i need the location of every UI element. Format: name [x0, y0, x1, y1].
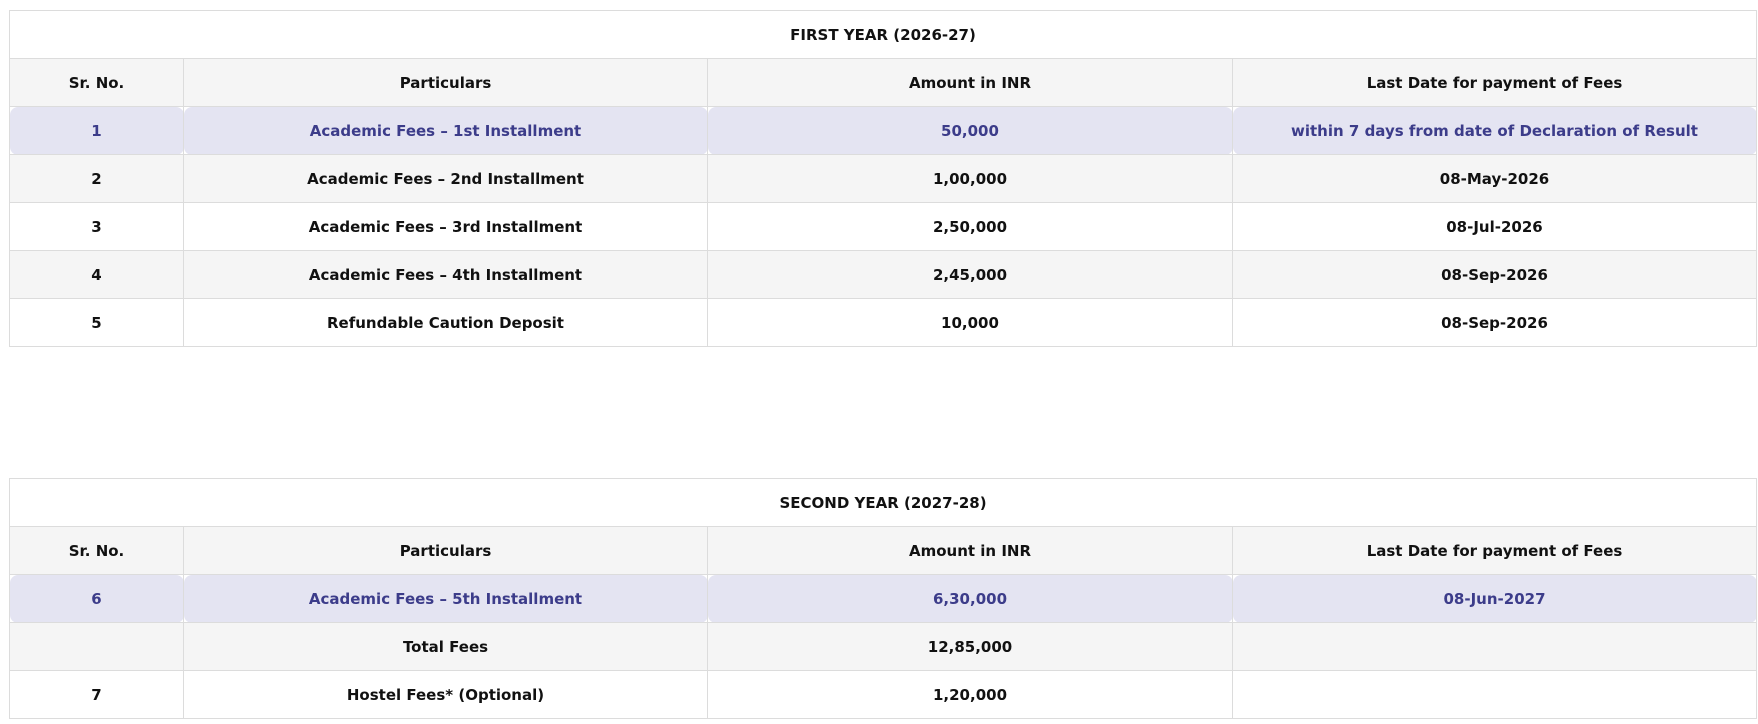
header-cell: Particulars: [183, 58, 708, 107]
cell: 10,000: [707, 298, 1233, 347]
cell: 08-Sep-2026: [1232, 250, 1757, 299]
cell: 1,00,000: [707, 154, 1233, 203]
cell: Academic Fees – 3rd Installment: [183, 202, 708, 251]
data-row: 1 Academic Fees – 1st Installment 50,000 wi…: [9, 106, 1757, 155]
title-row: FIRST YEAR (2026-27): [9, 10, 1757, 59]
fee-table: FIRST YEAR (2026-27) Sr. No. Particulars Am…: [9, 10, 1757, 347]
cell: 5: [9, 298, 184, 347]
fee-table: SECOND YEAR (2027-28) Sr. No. Particulars A…: [8, 478, 1758, 719]
cell: 08-May-2026: [1232, 154, 1757, 203]
header-row: Sr. No. Particulars Amount in INR Last Date…: [9, 58, 1757, 107]
cell: [1231, 670, 1758, 719]
title-row: SECOND YEAR (2027-28): [8, 478, 1758, 527]
cell: 2,45,000: [707, 250, 1233, 299]
data-row: 4 Academic Fees – 4th Installment 2,45,000…: [9, 250, 1757, 299]
header-cell: Amount in INR: [707, 58, 1233, 107]
cell: 08-Jun-2027: [1231, 574, 1758, 623]
table-title: FIRST YEAR (2026-27): [9, 10, 1757, 59]
cell: 1,20,000: [707, 670, 1233, 719]
cell: 6,30,000: [707, 574, 1233, 623]
data-row: 5 Refundable Caution Deposit 10,000 08-Sep-…: [9, 298, 1757, 347]
data-row: 3 Academic Fees – 3rd Installment 2,50,000…: [9, 202, 1757, 251]
data-row: 6 Academic Fees – 5th Installment 6,30,000…: [9, 574, 1758, 623]
cell: 1: [9, 106, 184, 155]
cell: Academic Fees – 5th Installment: [183, 574, 708, 623]
cell: Total Fees: [183, 622, 708, 671]
cell: 2: [9, 154, 184, 203]
data-row: 2 Academic Fees – 2nd Installment 1,00,000…: [9, 154, 1757, 203]
cell: 08-Sep-2026: [1232, 298, 1757, 347]
cell: Hostel Fees* (Optional): [183, 670, 708, 719]
data-row: Total Fees 12,85,000: [9, 622, 1758, 671]
cell: 4: [9, 250, 184, 299]
header-cell: Sr. No.: [9, 526, 184, 575]
cell: 3: [9, 202, 184, 251]
header-cell: Sr. No.: [9, 58, 184, 107]
cell: Academic Fees – 2nd Installment: [183, 154, 708, 203]
cell: 7: [9, 670, 184, 719]
cell: Refundable Caution Deposit: [183, 298, 708, 347]
header-cell: Last Date for payment of Fees: [1231, 526, 1758, 575]
table-title: SECOND YEAR (2027-28): [8, 478, 1758, 527]
header-cell: Particulars: [183, 526, 708, 575]
cell: Academic Fees – 1st Installment: [183, 106, 708, 155]
cell: [1231, 622, 1758, 671]
data-row: 7 Hostel Fees* (Optional) 1,20,000: [9, 670, 1758, 719]
cell: within 7 days from date of Declaration o…: [1232, 106, 1757, 155]
cell: 6: [9, 574, 184, 623]
cell: 12,85,000: [707, 622, 1233, 671]
cell: 50,000: [707, 106, 1233, 155]
cell: Academic Fees – 4th Installment: [183, 250, 708, 299]
header-row: Sr. No. Particulars Amount in INR Last Date…: [9, 526, 1758, 575]
header-cell: Amount in INR: [707, 526, 1233, 575]
cell: [9, 622, 184, 671]
cell: 2,50,000: [707, 202, 1233, 251]
header-cell: Last Date for payment of Fees: [1232, 58, 1757, 107]
cell: 08-Jul-2026: [1232, 202, 1757, 251]
